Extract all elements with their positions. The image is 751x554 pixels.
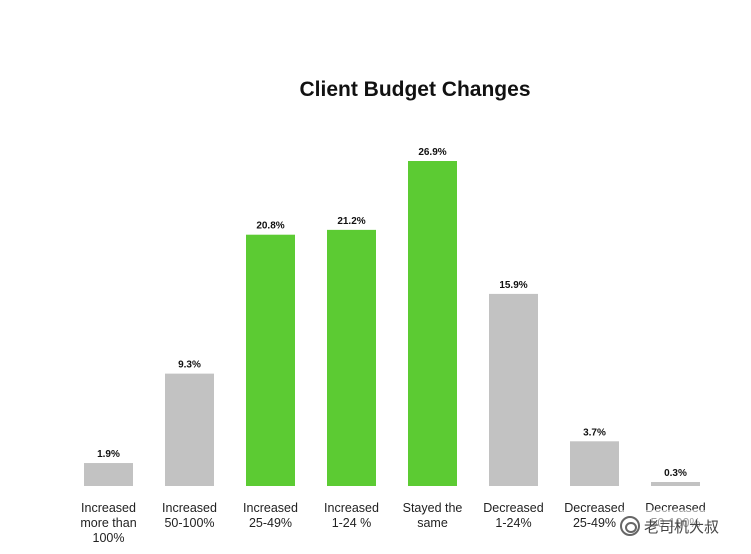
category-label: Decreased 25-49% xyxy=(564,501,624,530)
bar xyxy=(651,482,700,486)
data-label: 3.7% xyxy=(583,427,606,438)
category-label: Increased 1-24 % xyxy=(324,501,379,530)
data-label: 0.3% xyxy=(664,468,687,479)
watermark: 老司机大叔 xyxy=(620,510,748,542)
bar xyxy=(489,293,538,486)
bar xyxy=(327,229,376,487)
data-label: 21.2% xyxy=(337,216,365,227)
data-label: 1.9% xyxy=(97,449,120,460)
category-label: Decreased 1-24% xyxy=(483,501,543,530)
data-label: 26.9% xyxy=(418,147,446,158)
category-label: Increased more than 100% xyxy=(80,501,136,545)
chart-title: Client Budget Changes xyxy=(299,78,531,101)
category-label: Stayed the same xyxy=(403,501,463,530)
bar xyxy=(408,161,457,486)
category-label: Increased 50-100% xyxy=(162,501,217,530)
data-label: 20.8% xyxy=(256,221,284,232)
data-label: 15.9% xyxy=(499,280,527,291)
data-label: 9.3% xyxy=(178,360,201,371)
bar xyxy=(570,441,619,486)
chat-icon xyxy=(620,516,640,536)
bar xyxy=(246,234,295,486)
bar xyxy=(165,373,214,486)
category-label: Increased 25-49% xyxy=(243,501,298,530)
bar xyxy=(84,463,133,486)
watermark-text: 老司机大叔 xyxy=(644,517,720,536)
